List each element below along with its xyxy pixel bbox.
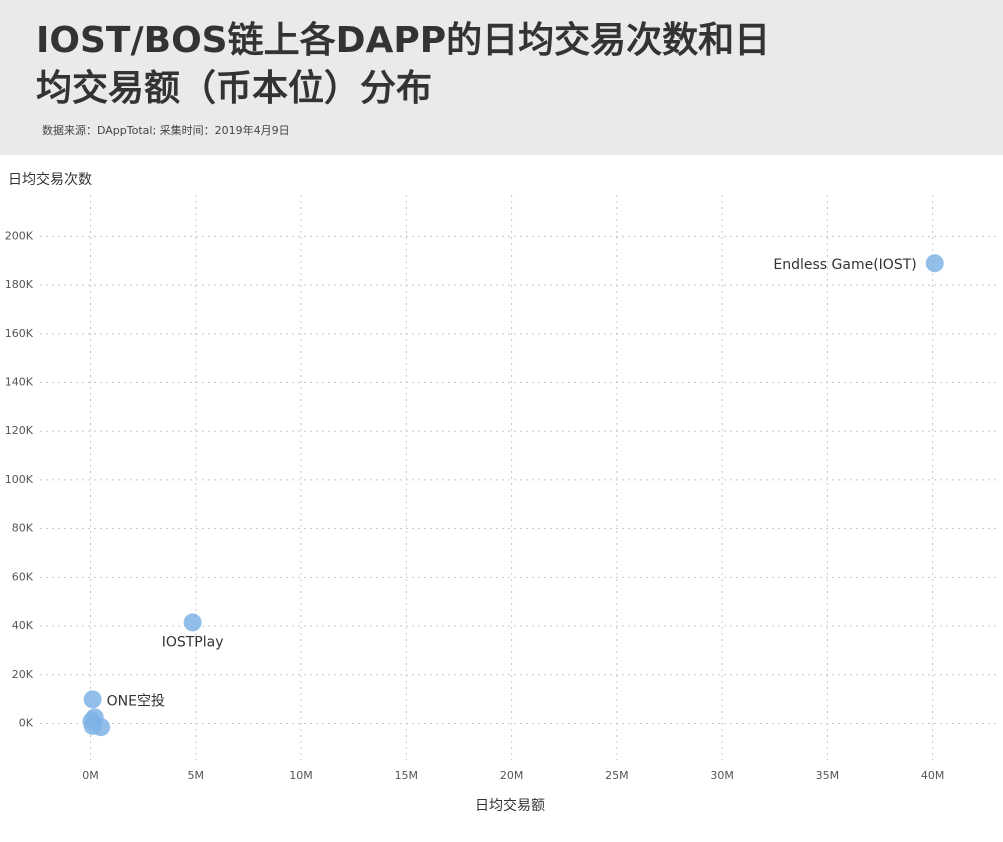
x-tick-label: 15M xyxy=(395,769,419,782)
y-tick-label: 40K xyxy=(12,619,34,632)
y-tick-label: 20K xyxy=(12,668,34,681)
point-label: ONE空投 xyxy=(107,693,165,709)
point xyxy=(925,254,944,273)
point xyxy=(183,613,202,632)
y-tick-label: 80K xyxy=(12,522,34,535)
y-axis-title: 日均交易次数 xyxy=(8,171,92,188)
x-tick-label: 25M xyxy=(605,769,629,782)
chart-title: 均交易额（币本位）分布 xyxy=(36,67,432,109)
y-tick-label: 200K xyxy=(5,229,34,242)
x-tick-label: 20M xyxy=(500,769,524,782)
header-band xyxy=(0,0,1003,155)
chart-title: IOST/BOS链上各DAPP的日均交易次数和日 xyxy=(36,19,770,61)
x-tick-label: 5M xyxy=(188,769,205,782)
point xyxy=(83,716,102,735)
y-tick-label: 0K xyxy=(19,716,34,729)
x-axis-title: 日均交易额 xyxy=(475,797,545,814)
x-tick-label: 30M xyxy=(710,769,734,782)
x-tick-label: 35M xyxy=(816,769,840,782)
y-tick-label: 180K xyxy=(5,278,34,291)
y-tick-label: 60K xyxy=(12,570,34,583)
point-label: IOSTPlay xyxy=(162,634,224,650)
x-tick-label: 10M xyxy=(289,769,313,782)
x-tick-label: 40M xyxy=(921,769,945,782)
y-tick-label: 140K xyxy=(5,376,34,389)
point-label: Endless Game(IOST) xyxy=(773,257,916,273)
point xyxy=(83,690,102,709)
y-tick-label: 160K xyxy=(5,327,34,340)
x-tick-label: 0M xyxy=(82,769,99,782)
y-tick-label: 120K xyxy=(5,424,34,437)
source-note: 数据来源：DAppTotal; 采集时间：2019年4月9日 xyxy=(42,123,290,137)
y-tick-label: 100K xyxy=(5,473,34,486)
